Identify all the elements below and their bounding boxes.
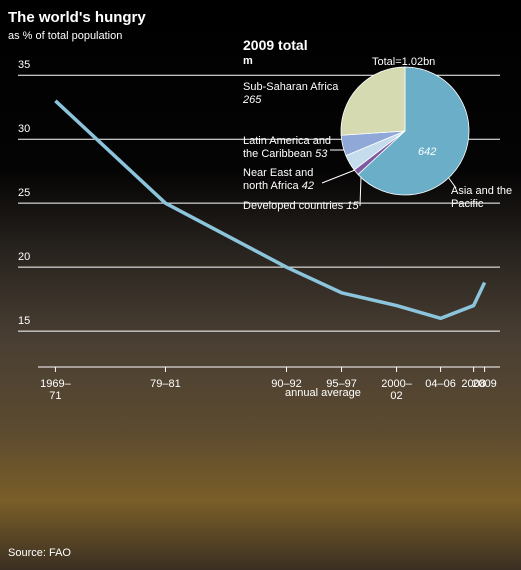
pie-value-label: 642 [418, 146, 436, 159]
y-tick-label: 20 [18, 251, 30, 263]
pie-label: Near East and north Africa 42 [243, 167, 327, 193]
pie-label-name: Developed countries [243, 200, 344, 212]
pie-label-name: Sub-Saharan Africa [243, 81, 339, 93]
pie-label: Developed countries 15 [243, 200, 383, 213]
x-tick-label: 95–97 [326, 378, 357, 390]
y-tick-label: 35 [18, 59, 30, 71]
data-line [54, 99, 487, 321]
pie-label-value: 265 [243, 94, 262, 106]
pie-label-value: 53 [315, 148, 328, 160]
pie-label-name: Asia and the Pacific [451, 185, 513, 210]
pie-label: Latin America and the Caribbean 53 [243, 135, 339, 161]
source: Source: FAO [8, 547, 71, 559]
pie-label-name: Latin America and the Caribbean [243, 135, 332, 160]
chart-subtitle: as % of total population [8, 30, 122, 42]
pie-subtitle: m [243, 55, 253, 67]
pie-label-value: 42 [301, 180, 314, 192]
x-tick-label: 1969–71 [40, 378, 71, 402]
x-tick-label: 79–81 [150, 378, 181, 390]
leader-lines [321, 149, 457, 207]
pie-slice [357, 66, 470, 196]
y-tick-label: 30 [18, 123, 30, 135]
pie-label-value: 642 [418, 146, 437, 158]
pie-title: 2009 total [243, 37, 308, 53]
x-tick-label: 2000–02 [381, 378, 412, 402]
chart-title: The world's hungry [8, 9, 146, 26]
x-axis-label: annual average [285, 387, 361, 399]
pie-label: Sub-Saharan Africa 265 [243, 81, 353, 107]
pie-slice [340, 66, 406, 136]
y-tick-label: 25 [18, 187, 30, 199]
y-tick-label: 15 [18, 315, 30, 327]
x-tick-label: 2009 [472, 378, 497, 390]
pie-label: Asia and the Pacific [451, 185, 513, 211]
pie-label-name: Near East and north Africa [243, 167, 314, 192]
leader-line [359, 176, 362, 207]
pie-annotation: Total=1.02bn [372, 56, 435, 68]
leader-line [321, 169, 356, 184]
x-tick-label: 90–92 [271, 378, 302, 390]
x-tick-label: 2008 [461, 378, 486, 390]
x-tick-label: 04–06 [425, 378, 456, 390]
leader-line [447, 176, 457, 189]
pie-label-value: 15 [346, 200, 359, 212]
